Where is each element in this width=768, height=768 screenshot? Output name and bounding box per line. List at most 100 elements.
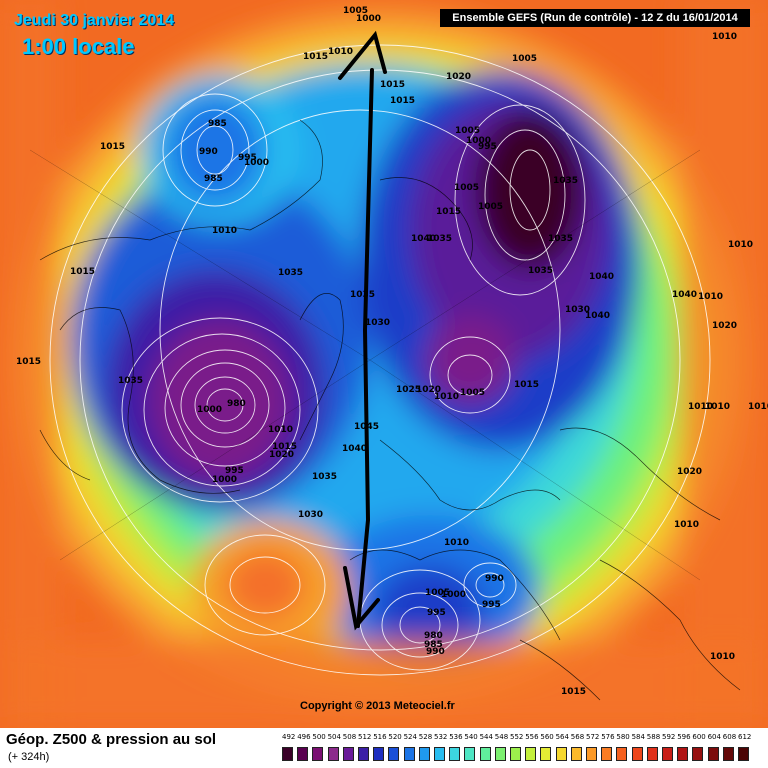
- pressure-label: 1010: [712, 32, 738, 42]
- pressure-label: 995: [427, 608, 446, 618]
- pressure-label: 980: [424, 631, 443, 641]
- scale-swatch: [464, 747, 476, 761]
- pressure-label: 1015: [514, 380, 540, 390]
- scale-swatch: [692, 747, 704, 761]
- scale-swatch: [570, 747, 582, 761]
- forecast-lead: (+ 324h): [8, 751, 50, 763]
- pressure-label: 1010: [444, 538, 470, 548]
- scale-swatch: [601, 747, 613, 761]
- pressure-label: 1035: [350, 290, 376, 300]
- pressure-label: 1030: [365, 318, 391, 328]
- isobars: [49, 44, 711, 676]
- pressure-label: 1015: [100, 142, 126, 152]
- pressure-label: 1010: [212, 226, 238, 236]
- pressure-label: 1025: [396, 385, 422, 395]
- scale-swatch: [677, 747, 689, 761]
- pressure-label: 1030: [298, 510, 324, 520]
- pressure-label: 1010: [328, 47, 354, 57]
- scale-swatch: [373, 747, 385, 761]
- scale-swatch: [631, 747, 643, 761]
- pressure-label: 1010: [710, 652, 736, 662]
- scale-tick-label: 568: [570, 733, 585, 741]
- scale-tick-label: 560: [540, 733, 554, 741]
- scale-swatch: [282, 747, 293, 761]
- pressure-label: 1035: [553, 176, 579, 186]
- scale-swatch: [434, 747, 445, 761]
- scale-tick-label: 500: [312, 733, 326, 741]
- pressure-label: 1020: [446, 72, 472, 82]
- pressure-label: 1040: [589, 272, 615, 282]
- scale-tick-label: 600: [692, 733, 706, 741]
- weather-map: Jeudi 30 janvier 2014 1:00 locale Ensemb…: [0, 0, 768, 728]
- pressure-label: 985: [424, 640, 443, 650]
- scale-swatch: [449, 747, 461, 761]
- pressure-label: 995: [225, 466, 244, 476]
- pressure-label: 1010: [705, 402, 731, 412]
- pressure-label: 1035: [528, 266, 554, 276]
- pressure-label: 1015: [436, 207, 462, 217]
- run-info: Ensemble GEFS (Run de contrôle) - 12 Z d…: [440, 9, 750, 27]
- forecast-date: Jeudi 30 janvier 2014: [14, 12, 175, 29]
- pressure-label: 1010: [434, 392, 460, 402]
- pressure-label: 1010: [688, 402, 714, 412]
- pressure-label: 1020: [416, 385, 442, 395]
- scale-tick-label: 520: [388, 733, 402, 741]
- pressure-label: 1005: [512, 54, 538, 64]
- pressure-label: 1010: [674, 520, 700, 530]
- scale-tick-label: 536: [449, 733, 463, 741]
- scale-tick-label: 528: [418, 733, 433, 741]
- z500-color-field: [0, 0, 768, 728]
- scale-tick-label: 556: [525, 733, 539, 741]
- scale-swatch: [510, 747, 521, 761]
- scale-tick-label: 508: [342, 733, 357, 741]
- scale-tick-label: 608: [722, 733, 737, 741]
- scale-tick-label: 532: [434, 733, 448, 741]
- pressure-label: 1030: [565, 305, 591, 315]
- pressure-label: 1040: [411, 234, 437, 244]
- scale-tick-label: 584: [631, 733, 645, 741]
- pressure-label: 1000: [441, 590, 467, 600]
- pressure-label: 1005: [425, 588, 451, 598]
- scale-tick-label: 612: [738, 733, 752, 741]
- pressure-label: 995: [478, 142, 497, 152]
- scale-tick-label: 592: [662, 733, 676, 741]
- pressure-label: 1015: [380, 80, 406, 90]
- scale-tick-label: 588: [646, 733, 661, 741]
- pressure-label: 995: [482, 600, 501, 610]
- pressure-label: 1035: [548, 234, 574, 244]
- pressure-label: 1035: [427, 234, 453, 244]
- scale-swatch: [403, 747, 415, 761]
- pressure-label: 1045: [354, 422, 380, 432]
- scale-swatch: [586, 747, 597, 761]
- pressure-label: 1040: [342, 444, 368, 454]
- pressure-label: 1005: [343, 6, 369, 16]
- graticule: [29, 149, 701, 581]
- pressure-label: 990: [485, 574, 504, 584]
- copyright: Copyright © 2013 Meteociel.fr: [300, 700, 455, 712]
- scale-swatch: [525, 747, 537, 761]
- pressure-label: 1005: [455, 126, 481, 136]
- scale-swatch: [388, 747, 400, 761]
- scale-swatch: [646, 747, 658, 761]
- pressure-label: 985: [204, 174, 223, 184]
- scale-swatch: [358, 747, 369, 761]
- pressure-label: 1020: [712, 321, 738, 331]
- scale-tick-label: 516: [373, 733, 387, 741]
- scale-tick-label: 576: [601, 733, 615, 741]
- pressure-label: 1040: [672, 290, 698, 300]
- pressure-label: 1000: [212, 475, 238, 485]
- pressure-label: 1015: [303, 52, 329, 62]
- scale-swatch: [494, 747, 506, 761]
- pressure-label: 1035: [278, 268, 304, 278]
- map-title: Géop. Z500 & pression au sol: [6, 731, 217, 748]
- pressure-label: 1010: [698, 292, 724, 302]
- scale-tick-label: 552: [510, 733, 524, 741]
- scale-tick-label: 504: [327, 733, 341, 741]
- pressure-label: 1040: [585, 311, 611, 321]
- forecast-time: 1:00 locale: [22, 34, 135, 59]
- pressure-label: 995: [238, 153, 257, 163]
- scale-tick-label: 572: [586, 733, 600, 741]
- pressure-label: 1035: [118, 376, 144, 386]
- scale-tick-label: 492: [282, 733, 296, 741]
- scale-tick-label: 596: [677, 733, 691, 741]
